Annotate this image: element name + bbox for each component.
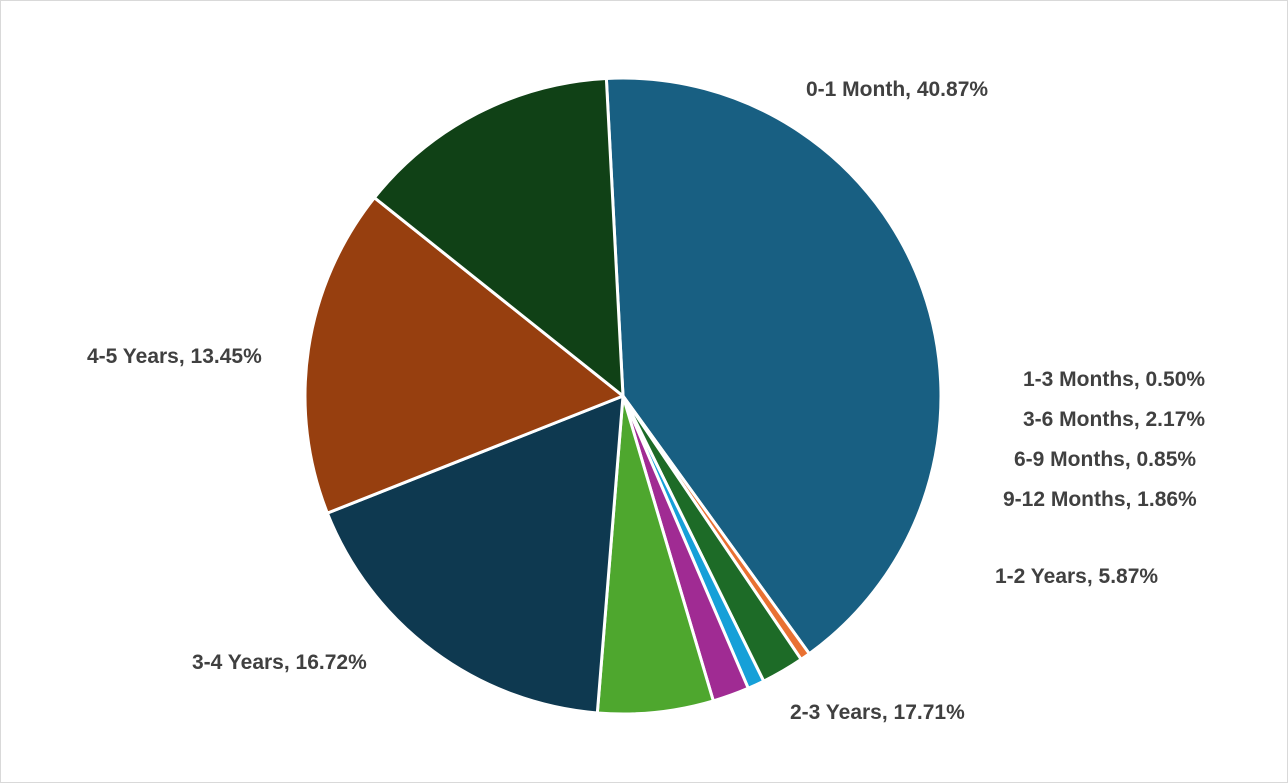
data-label-3-6-months: 3-6 Months, 2.17%	[1023, 408, 1206, 431]
pie-slice-4-5-years	[372, 76, 625, 398]
pie-slice-0-1-month	[604, 76, 943, 656]
data-label-2-3-years: 2-3 Years, 17.71%	[790, 701, 965, 724]
data-label-1-3-months: 1-3 Months, 0.50%	[1023, 368, 1206, 391]
pie-slice-3-4-years	[303, 196, 625, 515]
pie-slice-2-3-years	[325, 394, 625, 715]
data-label-4-5-years: 4-5 Years, 13.45%	[87, 345, 262, 368]
data-label-6-9-months: 6-9 Months, 0.85%	[1014, 448, 1197, 471]
data-label-0-1-month: 0-1 Month, 40.87%	[806, 78, 989, 101]
data-label-1-2-years: 1-2 Years, 5.87%	[995, 565, 1159, 588]
data-label-3-4-years: 3-4 Years, 16.72%	[192, 651, 367, 674]
data-label-9-12-months: 9-12 Months, 1.86%	[1003, 488, 1197, 511]
